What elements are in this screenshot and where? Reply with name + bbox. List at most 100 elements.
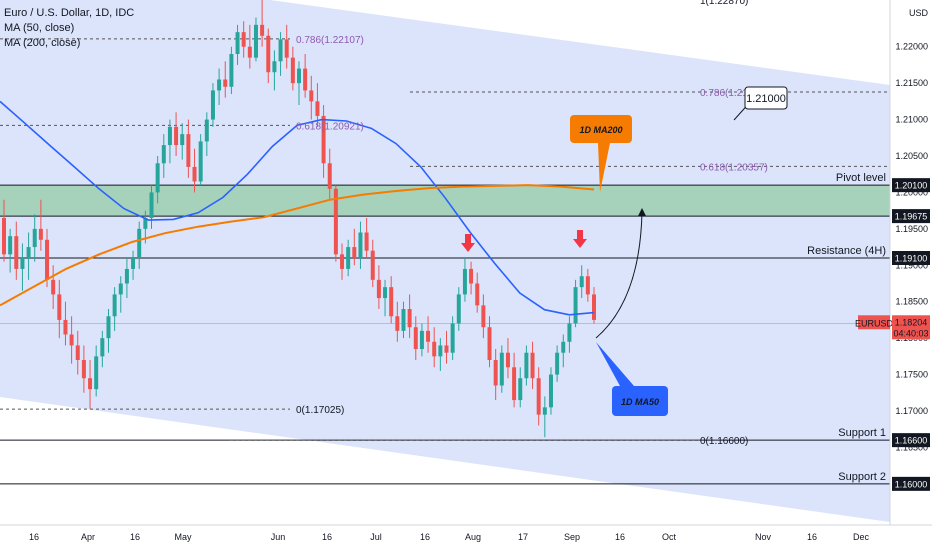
candle-body (198, 141, 203, 182)
time-tick: May (174, 532, 192, 542)
level-price-tag-bg (892, 251, 930, 265)
legend-ma50[interactable]: MA (50, close) (4, 22, 75, 34)
candle-body (260, 24, 265, 36)
fib-label: 0(1.16600) (700, 436, 748, 447)
candle-body (247, 46, 252, 58)
time-tick: Jul (370, 532, 382, 542)
candle-body (548, 374, 553, 408)
ma200-callout-label: 1D MA200 (579, 125, 622, 135)
ma200-callout-pointer (598, 143, 610, 192)
chart-legend: Euro / U.S. Dollar, 1D, IDC MA (50, clos… (4, 6, 134, 51)
level-price-tag-text: 1.19100 (895, 254, 928, 264)
time-tick: 17 (518, 532, 528, 542)
candle-body (100, 338, 105, 357)
candle-body (346, 247, 351, 269)
ma50-callout-label: 1D MA50 (621, 397, 659, 407)
price-tick: 1.18500 (895, 297, 928, 307)
candle-body (505, 352, 510, 368)
price-tick: 1.16500 (895, 442, 928, 452)
projection-arrow (595, 211, 643, 339)
candle-body (131, 258, 136, 269)
time-tick: 16 (615, 532, 625, 542)
candle-body (364, 232, 369, 251)
candle-body (592, 294, 596, 320)
candle-body (38, 228, 43, 240)
time-tick: Aug (465, 532, 481, 542)
candle-body (327, 163, 332, 189)
level-price-tag-text: 1.20100 (895, 181, 928, 191)
candle-body (124, 268, 129, 284)
fib-label: 0.786(1.22107) (296, 35, 364, 46)
candle-body (321, 115, 326, 164)
target-callout-label: 1.21000 (746, 93, 786, 105)
candle-body (149, 192, 154, 218)
fib-label: 0.786(1.21378) (700, 88, 768, 99)
time-tick: 16 (322, 532, 332, 542)
axis-unit: USD (909, 8, 929, 18)
candle-body (137, 228, 142, 258)
candle-body (20, 258, 25, 269)
candle-body (493, 360, 498, 386)
candle-body (309, 90, 314, 102)
level-price-tag: 1.19100 (892, 251, 930, 265)
time-tick: 16 (420, 532, 430, 542)
level-price-tag-text: 1.16000 (895, 479, 928, 489)
pivot-zone (0, 185, 890, 217)
candle-body (419, 330, 424, 350)
candle-body (88, 378, 93, 390)
price-badge-countdown: 04:40:03 (893, 328, 928, 338)
candle-body (499, 352, 504, 386)
candle-body (340, 254, 345, 269)
candle-body (438, 345, 443, 357)
candle-body (26, 247, 31, 258)
candle-body (290, 57, 295, 84)
candle-body (561, 341, 566, 353)
level-price-tag-bg (892, 433, 930, 448)
candle-body (14, 236, 19, 269)
price-tick: 1.17500 (895, 370, 928, 380)
candle-body (383, 287, 388, 299)
level-price-tag-bg (892, 476, 930, 491)
candle-body (315, 101, 320, 116)
candle-body (297, 68, 301, 84)
level-price-tag: 1.16000 (892, 476, 930, 491)
candle-body (303, 68, 308, 91)
candle-body (389, 287, 394, 317)
price-tick: 1.20500 (895, 151, 928, 161)
candle-body (2, 217, 6, 255)
candle-body (512, 367, 517, 401)
price-tick: 1.19500 (895, 224, 928, 234)
candle-body (75, 345, 80, 360)
candle-body (370, 250, 375, 280)
candle-body (413, 327, 418, 350)
candle-body (542, 407, 547, 415)
candle-body (118, 283, 123, 295)
candle-body (8, 236, 13, 255)
time-tick: 16 (130, 532, 140, 542)
time-tick: Oct (662, 532, 677, 542)
level-price-tag: 1.20100 (892, 178, 930, 193)
legend-ma200[interactable]: MA (200, close) (4, 37, 81, 49)
legend-symbol[interactable]: Euro / U.S. Dollar, 1D, IDC (4, 7, 135, 19)
candle-body (555, 352, 560, 375)
price-tick: 1.20000 (895, 187, 928, 197)
candle-body (524, 352, 529, 379)
candle-body (167, 126, 172, 146)
candle-body (475, 283, 480, 306)
price-tick: 1.22000 (895, 42, 928, 52)
candle-body (32, 228, 37, 248)
ma200-line (0, 184, 595, 307)
candle-body (57, 294, 62, 320)
candle-body (106, 316, 111, 339)
candle-body (585, 276, 590, 295)
candle-body (94, 356, 99, 390)
price-tick: 1.19000 (895, 260, 928, 270)
time-tick: 16 (29, 532, 39, 542)
candle-body (69, 334, 74, 346)
down-arrow-icon (573, 230, 587, 248)
time-tick: Nov (755, 532, 772, 542)
candle-body (180, 134, 185, 146)
candle-body (81, 360, 86, 379)
